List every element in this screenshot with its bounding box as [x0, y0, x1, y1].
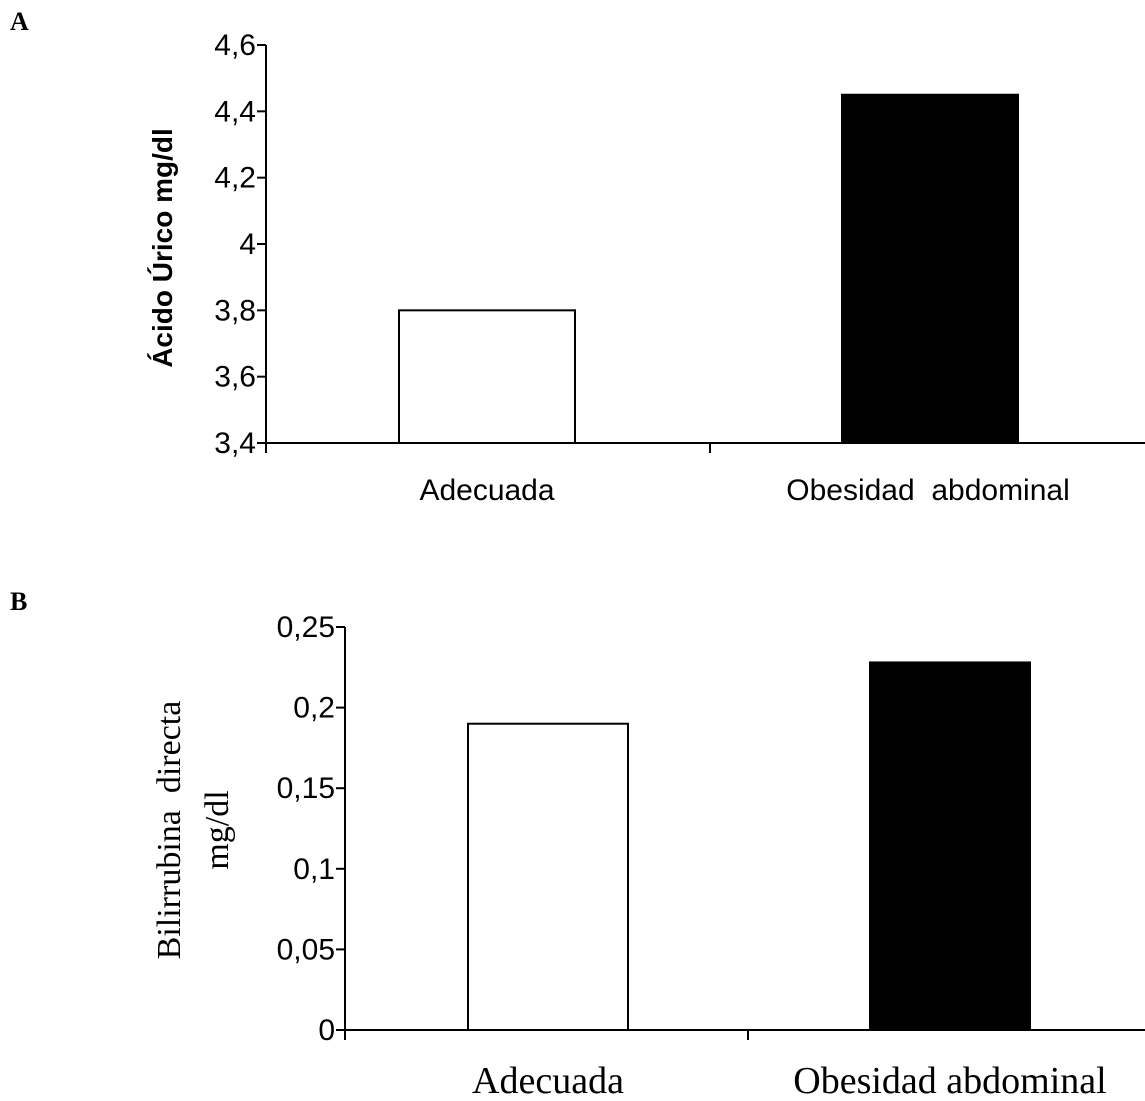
bar-b-obesidad-abdominal — [869, 661, 1031, 1031]
x-category-label: Adecuada — [419, 474, 554, 507]
x-category-label: Adecuada — [472, 1060, 624, 1101]
y-tick-label: 0,15 — [277, 772, 335, 805]
y-tick-label: 4,2 — [214, 162, 256, 195]
bar-a-adecuada — [398, 309, 576, 445]
bars-a — [398, 93, 1019, 445]
y-tick-label: 0,2 — [293, 692, 335, 725]
y-tick-label: 0,25 — [277, 611, 335, 644]
y-ticks-a: 3,4 3,6 3,8 4 4,2 4,4 4,6 — [214, 29, 266, 460]
y-tick-label: 4,4 — [214, 95, 256, 128]
x-category-label: Obesidad abdominal — [786, 474, 1070, 507]
x-category-label: Obesidad abdominal — [793, 1060, 1106, 1101]
panel-b: B 0 0,05 0,1 0,15 0,2 0,25 Adecuada Obesidad … — [10, 587, 1145, 1101]
bar-a-obesidad-abdominal — [841, 93, 1019, 444]
y-tick-label: 3,6 — [214, 361, 256, 394]
y-tick-label: 0,05 — [277, 933, 335, 966]
bar-b-adecuada — [467, 722, 629, 1031]
y-tick-label: 3,4 — [214, 427, 256, 460]
panel-a: A 3,4 3,6 3,8 4 4,2 4,4 4,6 Adecuada Obesidad … — [10, 7, 1145, 507]
y-tick-label: 0 — [318, 1014, 335, 1047]
y-tick-label: 3,8 — [214, 294, 256, 327]
bars-b — [467, 661, 1031, 1031]
y-axis-title-a: Ácido Úrico mg/dl — [147, 128, 178, 368]
y-tick-label: 4 — [239, 228, 256, 261]
panel-b-label: B — [10, 587, 27, 616]
panel-a-label: A — [10, 7, 29, 36]
y-tick-label: 4,6 — [214, 29, 256, 62]
y-axis-title-b-line1: Bilirrubina directa — [151, 701, 188, 960]
y-axis-title-b-line2: mg/dl — [199, 790, 236, 869]
y-tick-label: 0,1 — [293, 853, 335, 886]
y-ticks-b: 0 0,05 0,1 0,15 0,2 0,25 — [277, 611, 345, 1047]
